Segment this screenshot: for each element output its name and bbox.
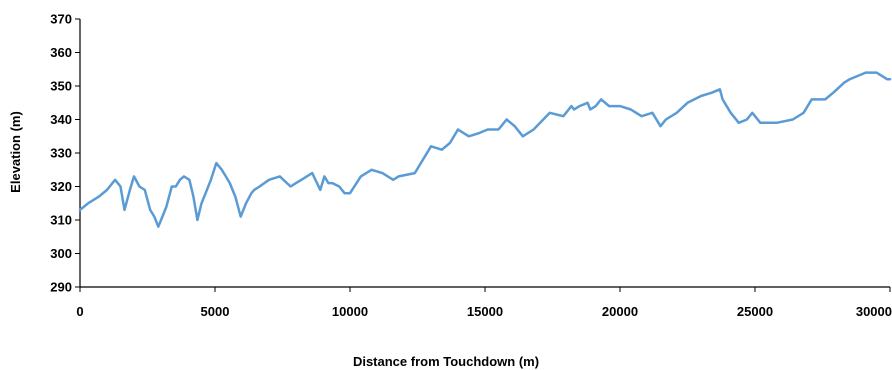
x-tick-label: 0 xyxy=(76,304,83,319)
x-tick-label: 15000 xyxy=(467,304,503,319)
x-tick-label: 10000 xyxy=(332,304,368,319)
x-tick-label: 25000 xyxy=(737,304,773,319)
y-tick-label: 340 xyxy=(50,112,72,127)
x-axis-title: Distance from Touchdown (m) xyxy=(353,354,539,369)
series-group xyxy=(78,71,892,228)
y-tick-label: 360 xyxy=(50,45,72,60)
y-tick-label: 310 xyxy=(50,213,72,228)
y-tick-label: 320 xyxy=(50,179,72,194)
x-axis: 0 5000 10000 15000 20000 25000 30000 xyxy=(76,286,892,319)
x-tick-label: 5000 xyxy=(201,304,230,319)
y-tick-label: 350 xyxy=(50,79,72,94)
x-tick-label: 20000 xyxy=(602,304,638,319)
y-axis: 290 300 310 320 330 340 350 360 370 xyxy=(50,12,81,295)
y-tick-label: 370 xyxy=(50,12,72,27)
x-tick-label: 30000 xyxy=(856,304,892,319)
y-tick-label: 330 xyxy=(50,146,72,161)
y-axis-title: Elevation (m) xyxy=(8,111,23,193)
y-tick-label: 300 xyxy=(50,246,72,261)
y-tick-label: 290 xyxy=(50,280,72,295)
elevation-series-line xyxy=(78,71,892,228)
